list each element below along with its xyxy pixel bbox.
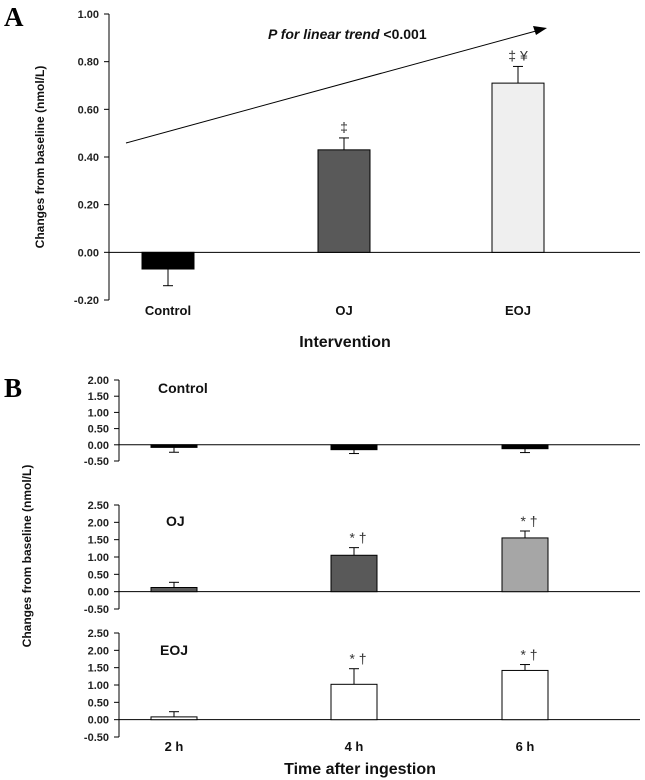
panel-b-y-tick-label: 0.50 — [88, 697, 109, 709]
panel-b-y-axis-title: Changes from baseline (nmol/L) — [20, 465, 34, 648]
panel-b-y-tick-label: 2.00 — [88, 517, 109, 529]
panel-a-letter: A — [4, 2, 24, 32]
panel-b-letter: B — [4, 373, 22, 403]
panel-b-y-tick-label: -0.50 — [84, 604, 109, 616]
panel-b-subplot-0 — [114, 379, 640, 462]
panel-b-category-label: 4 h — [345, 739, 364, 754]
panel-b — [114, 379, 640, 738]
panel-a-category-label: OJ — [335, 303, 352, 318]
panel-b-significance-mark: * † — [520, 647, 537, 663]
panel-b-y-tick-label: 1.50 — [88, 663, 109, 675]
panel-a-bar-0 — [141, 251, 195, 270]
panel-b-y-tick-label: 2.00 — [88, 645, 109, 657]
panel-b-category-label: 6 h — [516, 739, 535, 754]
panel-b-y-tick-label: 2.50 — [88, 500, 109, 512]
panel-b-bar-2-2 — [501, 669, 549, 721]
panel-b-bar-1-0 — [150, 587, 198, 593]
panel-a-y-tick-label: 0.80 — [78, 57, 99, 69]
panel-b-bar-1-2 — [501, 537, 549, 593]
panel-b-significance-mark: * † — [520, 513, 537, 529]
panel-b-subplot-title: Control — [158, 380, 208, 396]
panel-b-category-label: 2 h — [165, 739, 184, 754]
panel-b-y-tick-label: 0.50 — [88, 424, 109, 436]
panel-b-y-tick-label: -0.50 — [84, 456, 109, 468]
panel-b-y-tick-label: 1.00 — [88, 407, 109, 419]
panel-b-y-tick-label: 0.00 — [88, 587, 109, 599]
panel-b-y-tick-label: 2.50 — [88, 628, 109, 640]
trend-value: <0.001 — [380, 26, 427, 42]
panel-a-y-tick-label: -0.20 — [74, 295, 99, 307]
panel-b-significance-mark: * † — [349, 651, 366, 667]
panel-b-y-tick-label: -0.50 — [84, 732, 109, 744]
panel-a-y-tick-label: 0.60 — [78, 104, 99, 116]
trend-text: for linear trend — [277, 26, 380, 42]
panel-b-y-tick-label: 0.50 — [88, 569, 109, 581]
panel-b-y-tick-label: 1.00 — [88, 552, 109, 564]
panel-b-bar-0-1 — [330, 444, 378, 451]
panel-a-category-label: Control — [145, 303, 191, 318]
panel-a-y-tick-label: 0.00 — [78, 247, 99, 259]
trend-p: P — [268, 26, 278, 42]
panel-b-bar-1-1 — [330, 554, 378, 593]
panel-b-subplot-title: EOJ — [160, 642, 188, 658]
panel-b-y-tick-label: 1.00 — [88, 680, 109, 692]
panel-a — [104, 13, 640, 301]
panel-b-y-tick-label: 1.50 — [88, 391, 109, 403]
panel-a-y-tick-label: 0.20 — [78, 200, 99, 212]
panel-a-y-tick-label: 0.40 — [78, 152, 99, 164]
panel-b-bar-2-0 — [150, 716, 198, 721]
panel-b-bar-2-1 — [330, 683, 378, 721]
panel-a-y-tick-label: 1.00 — [78, 9, 99, 21]
panel-a-significance-mark: ‡ ¥ — [508, 47, 528, 63]
trend-arrow — [125, 30, 537, 144]
panel-a-x-axis-title: Intervention — [299, 334, 391, 351]
panel-b-significance-mark: * † — [349, 530, 366, 546]
panel-a-significance-mark: ‡ — [340, 119, 348, 135]
panel-b-subplot-title: OJ — [166, 513, 185, 529]
panel-a-bar-2 — [491, 82, 545, 253]
panel-b-y-tick-label: 0.00 — [88, 440, 109, 452]
panel-a-category-label: EOJ — [505, 303, 531, 318]
trend-arrow-head — [533, 26, 547, 35]
panel-a-y-axis-title: Changes from baseline (nmol/L) — [33, 66, 47, 249]
panel-b-y-tick-label: 2.00 — [88, 375, 109, 387]
panel-b-y-tick-label: 1.50 — [88, 535, 109, 547]
panel-a-bar-1 — [317, 149, 371, 253]
panel-b-bar-0-0 — [150, 444, 198, 448]
trend-annotation: P for linear trend <0.001 — [268, 26, 427, 42]
panel-b-x-axis-title: Time after ingestion — [284, 761, 436, 778]
panel-b-subplot-2 — [114, 632, 640, 738]
panel-b-y-tick-label: 0.00 — [88, 715, 109, 727]
panel-b-bar-0-2 — [501, 444, 549, 450]
panel-b-subplot-1 — [114, 504, 640, 610]
